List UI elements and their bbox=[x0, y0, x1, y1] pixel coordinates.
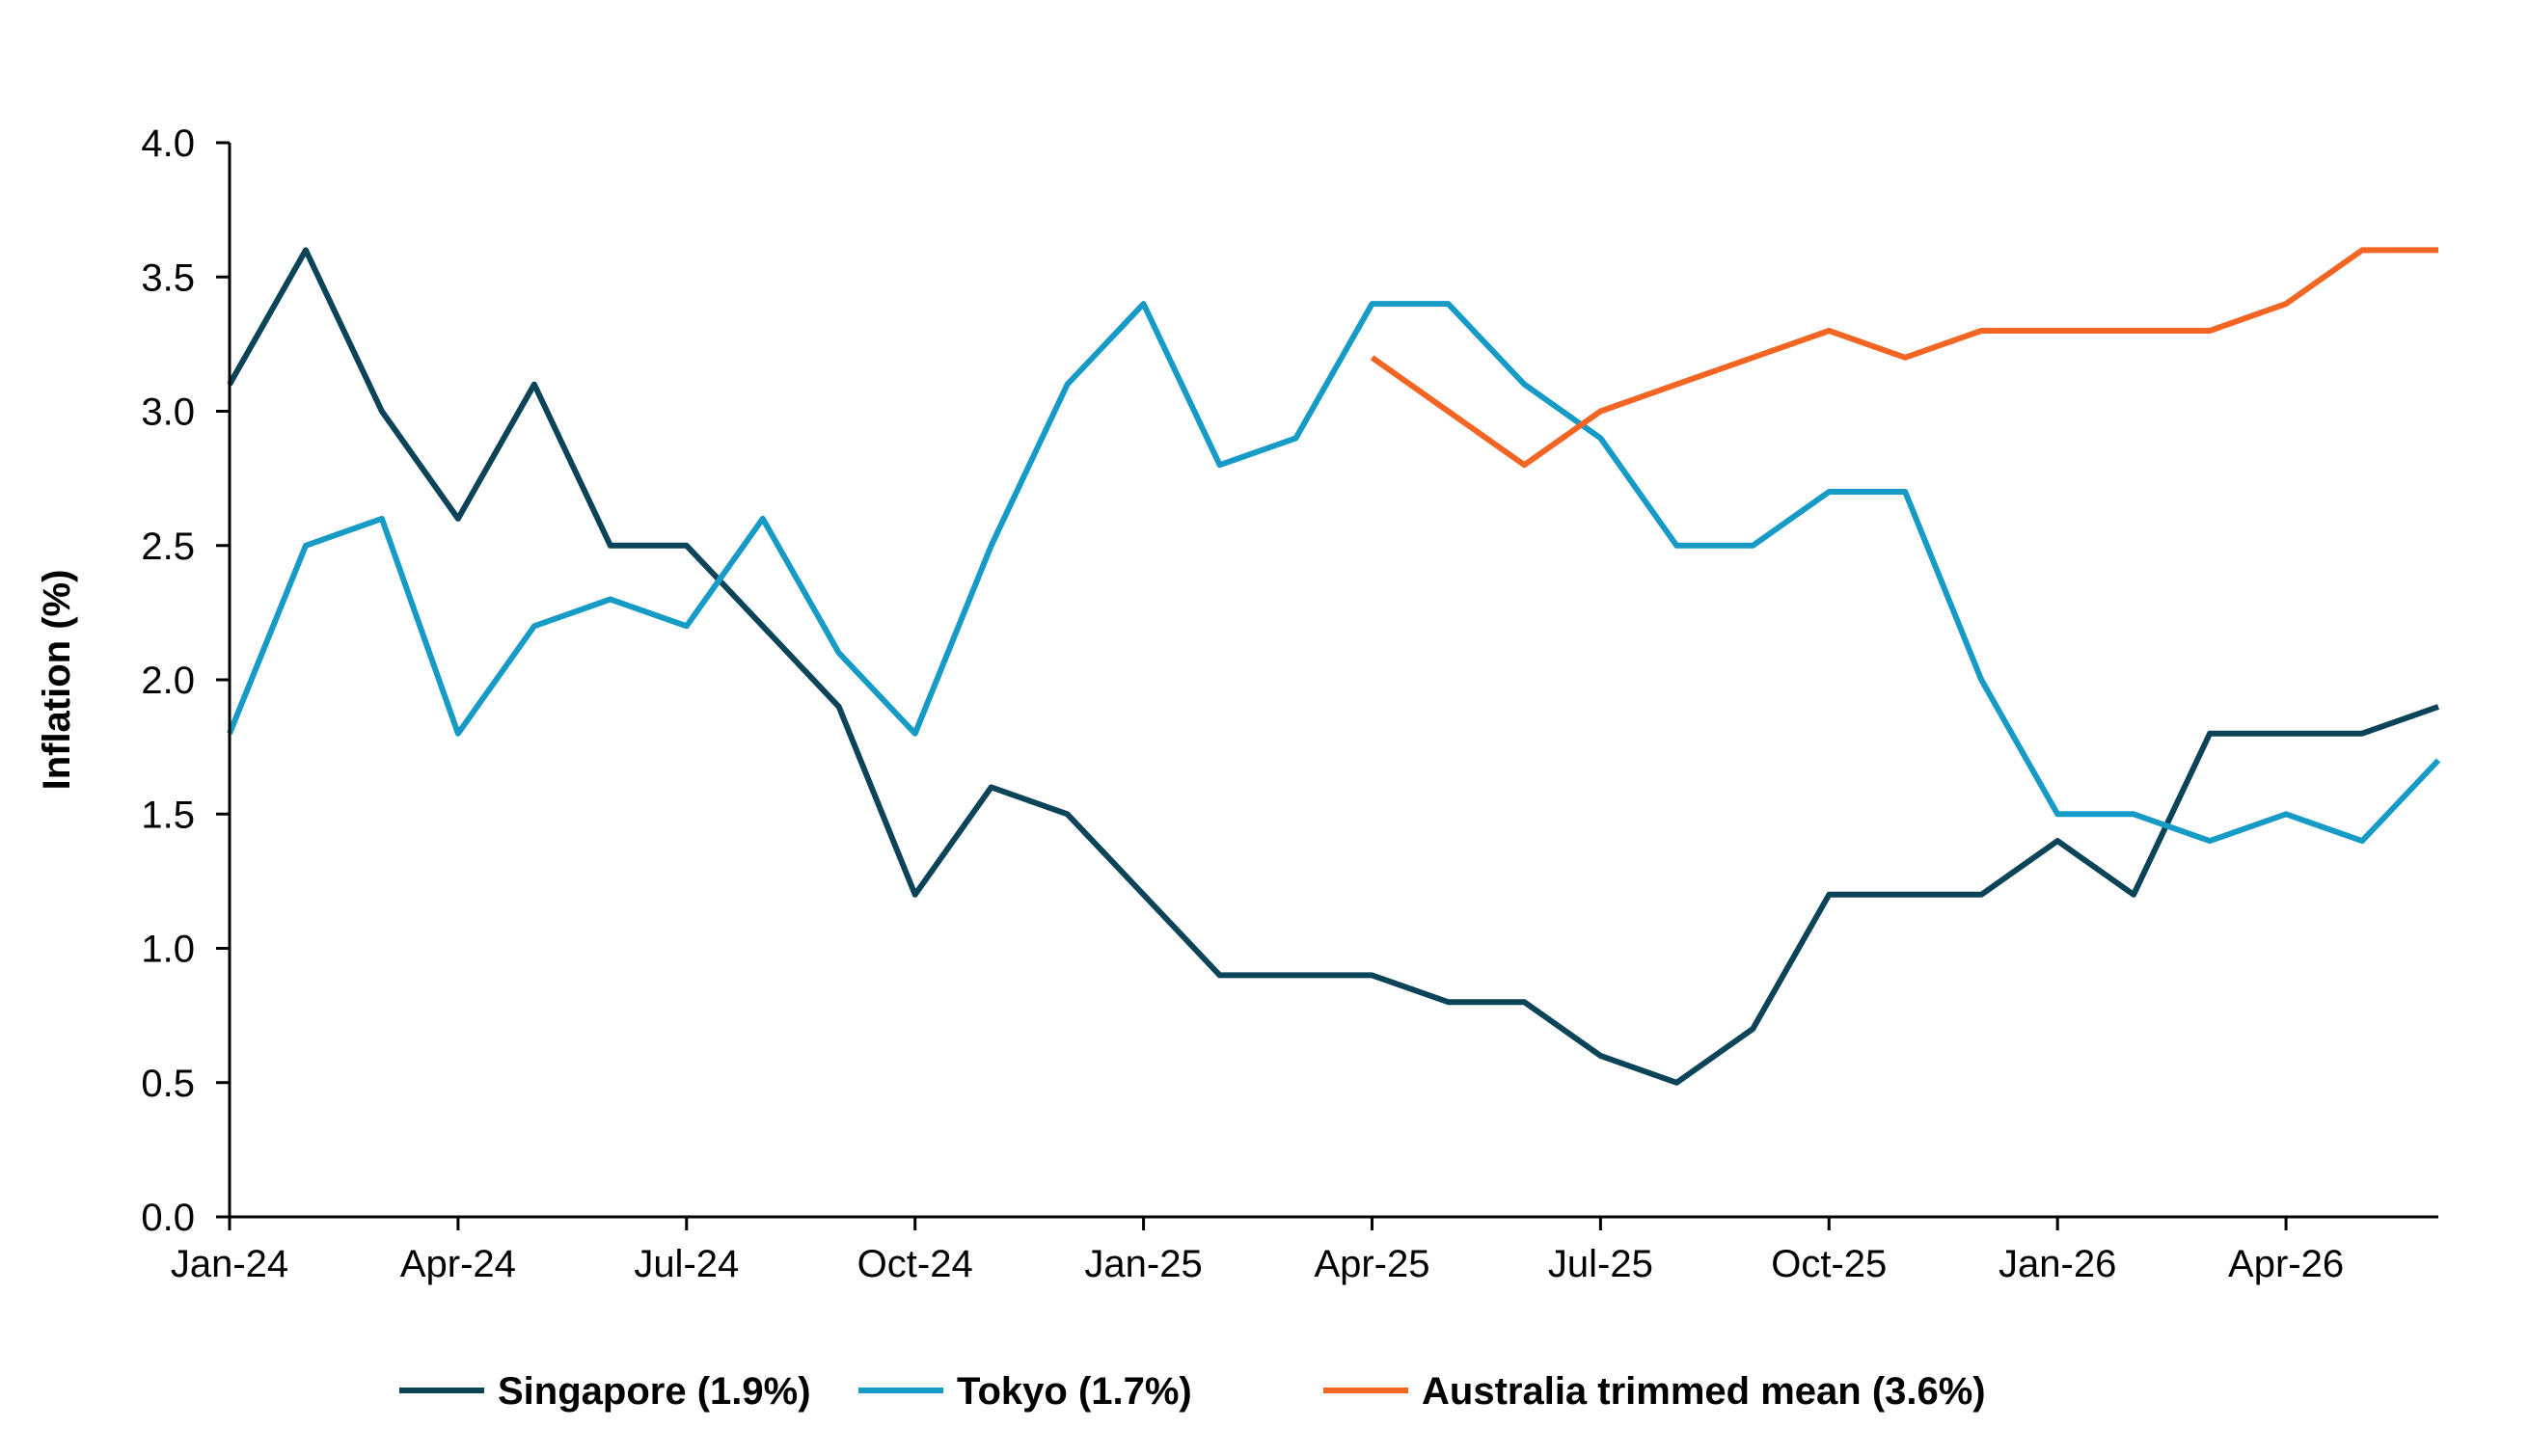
series-line-2 bbox=[1370, 247, 2438, 469]
legend: Singapore (1.9%) Tokyo (1.7%) Australia tr… bbox=[399, 1370, 1986, 1413]
series-line-1 bbox=[227, 301, 2441, 845]
legend-label: Tokyo (1.7%) bbox=[957, 1370, 1192, 1413]
y-tick-label: 2.0 bbox=[141, 660, 195, 702]
x-tick-label: Jul-25 bbox=[1548, 1243, 1653, 1285]
y-tick-label: 3.5 bbox=[141, 256, 195, 299]
x-tick-label: Jan-24 bbox=[171, 1243, 288, 1285]
y-tick-label: 4.0 bbox=[141, 122, 195, 165]
x-axis-ticks: Jan-24 Apr-24 Jul-24 Oct-24 Jan-25 Apr-25 Jul-… bbox=[171, 1217, 2344, 1285]
y-tick-label: 0.5 bbox=[141, 1063, 195, 1105]
series-lines bbox=[227, 247, 2441, 1086]
y-tick-label: 0.0 bbox=[141, 1197, 195, 1239]
x-tick-label: Apr-24 bbox=[400, 1243, 516, 1285]
x-tick-label: Jan-25 bbox=[1084, 1243, 1202, 1285]
series-line-0 bbox=[227, 247, 2439, 1086]
y-tick-label: 3.0 bbox=[141, 391, 195, 434]
x-tick-label: Apr-26 bbox=[2228, 1243, 2344, 1285]
x-tick-label: Jul-24 bbox=[634, 1243, 739, 1285]
x-tick-label: Oct-24 bbox=[857, 1243, 973, 1285]
y-tick-label: 1.5 bbox=[141, 794, 195, 836]
y-axis-ticks: 0.0 0.5 1.0 1.5 2.0 2.5 3.0 3.5 4.0 bbox=[141, 122, 230, 1239]
legend-label: Singapore (1.9%) bbox=[498, 1370, 811, 1413]
legend-label: Australia trimmed mean (3.6%) bbox=[1422, 1370, 1986, 1413]
x-tick-label: Jan-26 bbox=[1999, 1243, 2116, 1285]
x-tick-label: Apr-25 bbox=[1314, 1243, 1429, 1285]
x-tick-label: Oct-25 bbox=[1771, 1243, 1887, 1285]
y-tick-label: 1.0 bbox=[141, 929, 195, 971]
y-axis-title: Inflation (%) bbox=[36, 570, 78, 791]
y-tick-label: 2.5 bbox=[141, 526, 195, 568]
